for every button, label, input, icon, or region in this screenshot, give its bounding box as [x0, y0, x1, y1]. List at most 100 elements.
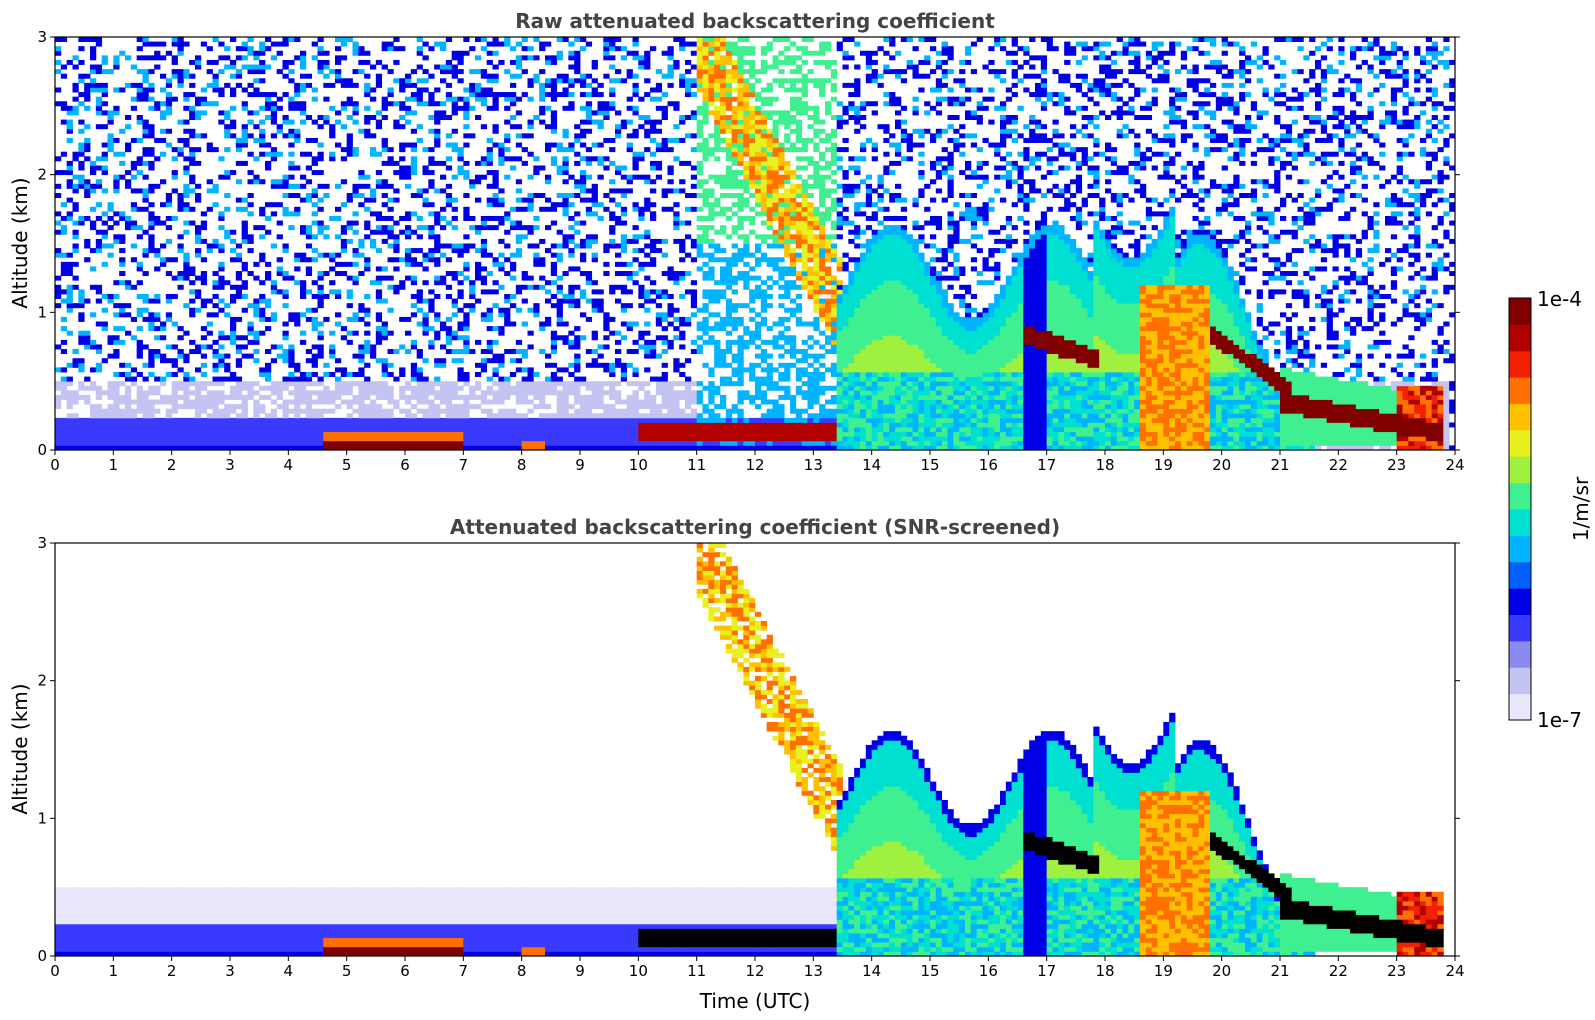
heatmap-cell	[760, 128, 768, 134]
heatmap-cell	[410, 431, 418, 437]
heatmap-cell	[212, 293, 219, 299]
heatmap-cell	[469, 307, 476, 313]
heatmap-cell	[562, 197, 569, 203]
heatmap-cell	[405, 73, 412, 79]
heatmap-cell	[679, 440, 686, 446]
heatmap-cell	[206, 427, 213, 433]
heatmap-cell	[317, 413, 324, 419]
heatmap-cell	[632, 381, 639, 387]
heatmap-cell	[632, 339, 639, 345]
heatmap-cell	[638, 211, 645, 217]
heatmap-cell	[515, 142, 523, 148]
heatmap-cell	[568, 371, 575, 377]
heatmap-cell	[101, 436, 108, 442]
heatmap-cell	[218, 248, 225, 254]
heatmap-cell	[696, 73, 703, 79]
heatmap-cell	[510, 225, 517, 231]
heatmap-cell	[305, 73, 313, 79]
heatmap-cell	[148, 133, 155, 139]
heatmap-cell	[276, 96, 283, 102]
heatmap-cell	[480, 37, 488, 42]
heatmap-cell	[626, 133, 633, 139]
heatmap-cell	[731, 119, 738, 125]
heatmap-cell	[679, 413, 686, 419]
heatmap-cell	[370, 151, 377, 157]
heatmap-cell	[130, 220, 138, 226]
heatmap-cell	[749, 445, 756, 450]
heatmap-cell	[480, 156, 488, 162]
heatmap-cell	[585, 147, 593, 153]
heatmap-cell	[230, 170, 237, 176]
heatmap-cell	[574, 183, 581, 189]
heatmap-cell	[305, 225, 313, 231]
heatmap-cell	[224, 376, 231, 382]
heatmap-cell	[282, 413, 289, 419]
heatmap-cell	[370, 436, 377, 442]
heatmap-cell	[463, 371, 470, 377]
heatmap-cell	[84, 436, 91, 442]
heatmap-cell	[311, 202, 318, 208]
heatmap-cell	[416, 298, 423, 304]
heatmap-cell	[457, 156, 464, 162]
heatmap-cell	[702, 431, 709, 437]
heatmap-cell	[410, 440, 418, 446]
heatmap-cell	[755, 321, 762, 327]
heatmap-cell	[463, 422, 470, 428]
heatmap-cell	[370, 211, 377, 217]
heatmap-cell	[270, 399, 278, 405]
heatmap-cell	[364, 174, 371, 180]
heatmap-cell	[603, 422, 610, 428]
heatmap-cell	[655, 390, 663, 396]
heatmap-cell	[749, 46, 756, 52]
heatmap-cell	[416, 408, 423, 414]
heatmap-cell	[393, 404, 400, 410]
heatmap-cell	[154, 422, 161, 428]
heatmap-cell	[550, 252, 558, 258]
heatmap-cell	[288, 445, 295, 450]
heatmap-cell	[469, 436, 476, 442]
heatmap-cell	[498, 381, 505, 387]
heatmap-cell	[107, 417, 114, 423]
heatmap-cell	[632, 417, 639, 423]
heatmap-cell	[119, 160, 126, 166]
heatmap-cell	[212, 431, 219, 437]
heatmap-cell	[667, 303, 674, 309]
heatmap-cell	[708, 371, 715, 377]
heatmap-cell	[480, 358, 488, 364]
heatmap-cell	[55, 399, 62, 405]
heatmap-cell	[165, 316, 173, 322]
heatmap-cell	[206, 142, 213, 148]
heatmap-cell	[165, 371, 173, 377]
heatmap-cell	[539, 206, 546, 212]
heatmap-cell	[381, 147, 388, 153]
heatmap-cell	[515, 367, 523, 373]
heatmap-cell	[504, 427, 511, 433]
heatmap-cell	[667, 73, 674, 79]
heatmap-cell	[556, 376, 563, 382]
heatmap-cell	[667, 422, 674, 428]
heatmap-cell	[591, 110, 598, 116]
heatmap-cell	[440, 160, 447, 166]
heatmap-cell	[725, 427, 733, 433]
heatmap-cell	[638, 124, 645, 130]
heatmap-cell	[539, 413, 546, 419]
heatmap-cell	[253, 156, 260, 162]
heatmap-cell	[177, 394, 184, 400]
heatmap-cell	[399, 101, 406, 107]
heatmap-cell	[469, 179, 476, 185]
heatmap-cell	[766, 202, 773, 208]
heatmap-cell	[492, 50, 499, 56]
heatmap-cell	[294, 101, 301, 107]
heatmap-cell	[725, 330, 733, 336]
heatmap-cell	[218, 381, 225, 387]
heatmap-cell	[737, 234, 744, 240]
heatmap-cell	[731, 64, 738, 70]
heatmap-cell	[714, 404, 721, 410]
heatmap-cell	[766, 179, 773, 185]
heatmap-cell	[323, 390, 330, 396]
heatmap-cell	[300, 59, 307, 65]
heatmap-cell	[457, 326, 464, 332]
heatmap-cell	[486, 160, 493, 166]
heatmap-cell	[381, 431, 388, 437]
heatmap-cell	[486, 202, 493, 208]
